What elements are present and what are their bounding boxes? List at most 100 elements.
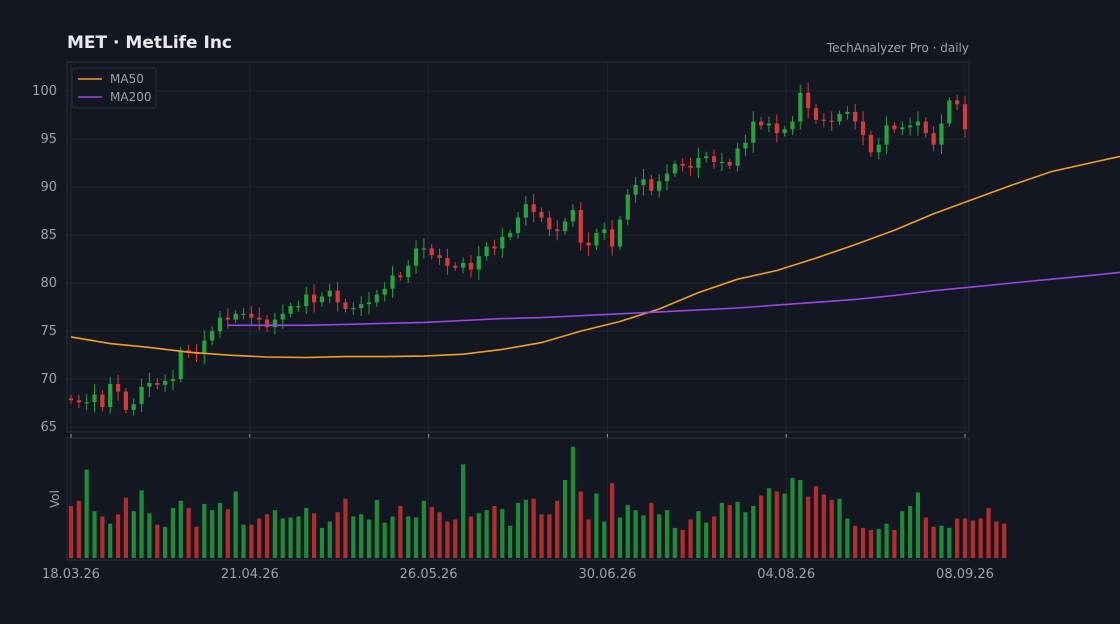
volume-axis-label: Vol [48,490,62,508]
price-tick-label: 80 [40,276,57,291]
candle [860,111,866,146]
candle-body [900,127,905,130]
volume-bar [445,521,450,558]
candle [453,262,458,272]
candle [704,151,709,163]
candle [759,117,764,130]
candle-body [719,161,724,164]
candle [908,117,913,136]
volume-bar [625,504,630,558]
candle-body [704,156,709,159]
candle [351,302,356,315]
candle [406,260,411,283]
candle [421,238,426,259]
volume-bar [837,498,842,558]
volume-bar [241,524,246,558]
candle-body [492,246,497,249]
candle-body [76,400,81,403]
volume-bar [170,508,176,558]
candle [92,384,97,413]
volume-bar [500,509,505,558]
candle-body [915,121,921,126]
candle-body [625,194,630,220]
candle [335,281,340,312]
candle [766,116,772,133]
volume-bar [76,500,81,558]
candle [233,310,238,323]
volume-bar [429,507,434,558]
candle-body [923,121,928,134]
volume-bar [806,496,811,558]
candle-body [272,319,277,328]
volume-bar [594,493,599,558]
candle-body [759,121,764,126]
candle-body [100,394,105,408]
volume-bars [68,446,1007,558]
volume-bar [217,502,223,558]
candle [641,168,646,196]
candle [390,266,395,298]
candle-body [774,123,779,134]
candle [523,196,528,226]
volume-bar [743,512,748,558]
candle-body [962,104,968,130]
date-tick-label: 04.08.26 [757,567,815,582]
volume-bar [515,502,521,558]
candle-body [908,125,913,128]
candle [155,378,160,390]
candle-body [225,317,230,320]
volume-bar [390,516,395,558]
volume-bar [155,524,160,558]
volume-bar [68,506,74,558]
candle-body [413,248,419,266]
candle-body [641,179,646,186]
candle [790,115,795,135]
candle [76,394,81,408]
candle [829,111,834,131]
candle [845,106,850,120]
candle [884,116,889,154]
candle-body [374,294,379,303]
candle [186,344,191,358]
candle [531,193,536,223]
volume-bar [711,516,717,558]
volume-bar [782,493,787,558]
volume-bar [147,513,152,558]
volume-bar [131,511,136,558]
candle [461,257,466,274]
candle-body [484,246,489,257]
candle-body [264,319,270,328]
candle [115,374,121,401]
candle-body [390,275,395,289]
volume-bar [178,500,183,558]
candle-body [210,331,215,341]
candle [892,122,897,133]
volume-bar [421,500,426,558]
candle [108,377,113,414]
candle-body [813,108,819,120]
candle [617,216,623,250]
volume-bar [123,497,128,558]
candle [837,110,842,125]
volume-bar [84,469,89,558]
candle-body [931,133,936,145]
volume-bar [476,513,481,558]
volume-bar [704,522,709,558]
volume-bar [139,490,144,558]
candle [319,291,325,307]
candle-body [468,262,474,270]
candle-body [280,313,285,320]
candle-body [202,340,207,355]
volume-bar [766,488,772,558]
candle-body [727,161,732,166]
candle [751,111,756,154]
candle [602,222,607,240]
volume-bar [100,516,105,558]
candle-body [539,211,544,218]
candle [743,134,748,157]
ma200-line [227,271,1120,327]
candle [876,137,881,160]
volume-bar [617,517,623,558]
candle-body [233,313,238,320]
candle [696,147,701,178]
